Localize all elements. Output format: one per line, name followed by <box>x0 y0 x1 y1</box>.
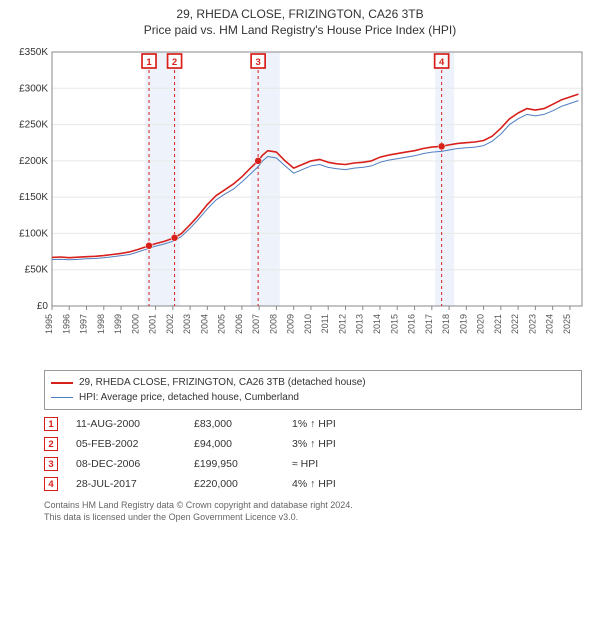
sale-marker-num: 2 <box>44 437 58 451</box>
svg-text:2012: 2012 <box>337 314 347 334</box>
sale-row: 3 08-DEC-2006 £199,950 ≈ HPI <box>44 454 582 474</box>
sale-marker-num: 1 <box>44 417 58 431</box>
svg-text:2017: 2017 <box>424 314 434 334</box>
svg-text:2007: 2007 <box>251 314 261 334</box>
svg-text:1997: 1997 <box>79 314 89 334</box>
sale-date: 11-AUG-2000 <box>76 418 176 430</box>
chart-svg: £0 £50K £100K £150K £200K £250K £300K £350K 1995… <box>10 44 590 364</box>
sales-table: 1 11-AUG-2000 £83,000 1% ↑ HPI 2 05-FEB-2002 £… <box>44 414 582 494</box>
svg-text:1: 1 <box>146 57 152 68</box>
legend-label: 29, RHEDA CLOSE, FRIZINGTON, CA26 3TB (d… <box>79 375 366 390</box>
svg-text:2010: 2010 <box>303 314 313 334</box>
svg-text:2016: 2016 <box>407 314 417 334</box>
sale-row: 1 11-AUG-2000 £83,000 1% ↑ HPI <box>44 414 582 434</box>
sale-date: 28-JUL-2017 <box>76 478 176 490</box>
svg-text:2011: 2011 <box>320 314 330 333</box>
svg-text:2008: 2008 <box>268 314 278 334</box>
svg-text:2002: 2002 <box>165 314 175 334</box>
svg-text:2019: 2019 <box>458 314 468 334</box>
svg-text:2014: 2014 <box>372 314 382 334</box>
svg-text:3: 3 <box>255 57 260 68</box>
svg-text:2022: 2022 <box>510 314 520 334</box>
svg-text:1995: 1995 <box>44 314 54 334</box>
svg-text:4: 4 <box>439 57 445 68</box>
svg-text:£300K: £300K <box>19 84 48 95</box>
svg-text:2009: 2009 <box>286 314 296 334</box>
sale-delta: 4% ↑ HPI <box>292 478 336 490</box>
sale-marker-num: 3 <box>44 457 58 471</box>
sale-price: £199,950 <box>194 458 274 470</box>
sale-row: 4 28-JUL-2017 £220,000 4% ↑ HPI <box>44 474 582 494</box>
svg-text:2: 2 <box>172 57 177 68</box>
svg-text:1998: 1998 <box>96 314 106 334</box>
svg-text:2015: 2015 <box>389 314 399 334</box>
svg-text:2024: 2024 <box>545 314 555 334</box>
svg-text:1999: 1999 <box>113 314 123 334</box>
legend-row: 29, RHEDA CLOSE, FRIZINGTON, CA26 3TB (d… <box>51 375 575 390</box>
sale-delta: ≈ HPI <box>292 458 318 470</box>
svg-text:2006: 2006 <box>234 314 244 334</box>
sale-delta: 3% ↑ HPI <box>292 438 336 450</box>
legend: 29, RHEDA CLOSE, FRIZINGTON, CA26 3TB (d… <box>44 370 582 410</box>
svg-text:2020: 2020 <box>476 314 486 334</box>
svg-text:£100K: £100K <box>19 229 48 240</box>
sale-price: £220,000 <box>194 478 274 490</box>
legend-label: HPI: Average price, detached house, Cumb… <box>79 390 299 405</box>
title-block: 29, RHEDA CLOSE, FRIZINGTON, CA26 3TB Pr… <box>0 0 600 40</box>
svg-text:2001: 2001 <box>148 314 158 334</box>
svg-text:2000: 2000 <box>130 314 140 334</box>
sale-delta: 1% ↑ HPI <box>292 418 336 430</box>
legend-swatch <box>51 397 73 398</box>
svg-text:2021: 2021 <box>493 314 503 334</box>
footer-line-1: Contains HM Land Registry data © Crown c… <box>44 500 582 512</box>
svg-text:£250K: £250K <box>19 120 48 131</box>
svg-text:2013: 2013 <box>355 314 365 334</box>
title-line-2: Price paid vs. HM Land Registry's House … <box>4 22 596 38</box>
svg-text:2025: 2025 <box>562 314 572 334</box>
footer: Contains HM Land Registry data © Crown c… <box>44 500 582 523</box>
svg-text:£50K: £50K <box>25 265 49 276</box>
chart-area: £0 £50K £100K £150K £200K £250K £300K £350K 1995… <box>10 44 590 364</box>
sale-marker-num: 4 <box>44 477 58 491</box>
sale-date: 05-FEB-2002 <box>76 438 176 450</box>
sale-date: 08-DEC-2006 <box>76 458 176 470</box>
sale-row: 2 05-FEB-2002 £94,000 3% ↑ HPI <box>44 434 582 454</box>
svg-text:2003: 2003 <box>182 314 192 334</box>
svg-text:1996: 1996 <box>61 314 71 334</box>
footer-line-2: This data is licensed under the Open Gov… <box>44 512 582 524</box>
svg-text:2018: 2018 <box>441 314 451 334</box>
sale-price: £94,000 <box>194 438 274 450</box>
svg-text:£0: £0 <box>37 301 49 312</box>
svg-text:2005: 2005 <box>217 314 227 334</box>
svg-text:2023: 2023 <box>527 314 537 334</box>
title-line-1: 29, RHEDA CLOSE, FRIZINGTON, CA26 3TB <box>4 6 596 22</box>
sale-price: £83,000 <box>194 418 274 430</box>
legend-swatch <box>51 382 73 384</box>
svg-text:£150K: £150K <box>19 193 48 204</box>
legend-row: HPI: Average price, detached house, Cumb… <box>51 390 575 405</box>
svg-text:2004: 2004 <box>199 314 209 334</box>
svg-text:£200K: £200K <box>19 156 48 167</box>
svg-text:£350K: £350K <box>19 47 48 58</box>
